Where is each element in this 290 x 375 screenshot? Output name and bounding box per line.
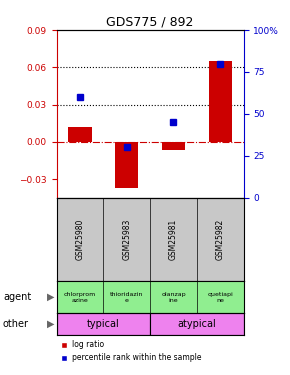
Bar (68, 127, 92, 142)
Title: GDS775 / 892: GDS775 / 892 (106, 16, 194, 29)
Text: GSM25983: GSM25983 (122, 219, 131, 260)
Text: agent: agent (3, 292, 31, 302)
Bar (150, 313, 244, 335)
Text: other: other (3, 319, 29, 329)
Text: quetiapi
ne: quetiapi ne (207, 292, 233, 303)
Text: chlorprom
azine: chlorprom azine (64, 292, 96, 303)
Bar (57, 313, 150, 335)
Text: ▶: ▶ (47, 319, 55, 329)
Text: typical: typical (87, 319, 120, 329)
Bar (209, 61, 232, 142)
Text: olanzap
ine: olanzap ine (161, 292, 186, 303)
Legend: log ratio, percentile rank within the sample: log ratio, percentile rank within the sa… (59, 337, 205, 365)
Bar (162, 142, 185, 150)
Bar (115, 142, 138, 188)
Text: ▶: ▶ (47, 292, 55, 302)
Text: GSM25981: GSM25981 (169, 219, 178, 260)
Text: thioridazin
e: thioridazin e (110, 292, 143, 303)
Text: atypical: atypical (177, 319, 216, 329)
Text: GSM25982: GSM25982 (216, 219, 225, 260)
Text: GSM25980: GSM25980 (75, 219, 84, 260)
